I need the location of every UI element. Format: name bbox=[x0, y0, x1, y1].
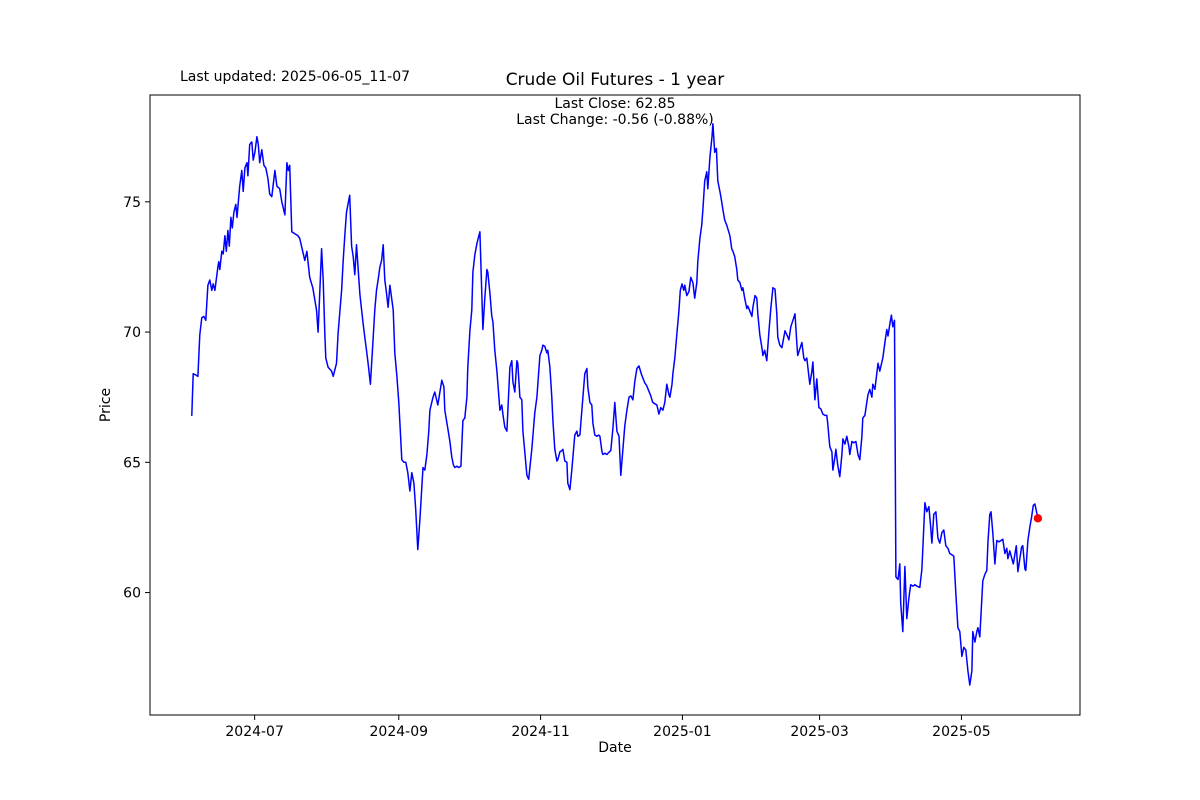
last-close-marker bbox=[1033, 514, 1043, 523]
price-line bbox=[191, 122, 1039, 686]
last-close-annotation: Last Close: 62.85 bbox=[554, 96, 676, 112]
y-tick-label: 60 bbox=[123, 586, 141, 602]
y-tick-label: 65 bbox=[123, 455, 141, 471]
y-tick-label: 70 bbox=[123, 325, 141, 341]
y-tick-label: 75 bbox=[123, 195, 141, 211]
last-updated-annotation: Last updated: 2025-06-05_11-07 bbox=[180, 69, 411, 85]
x-tick-label: 2024-11 bbox=[511, 724, 570, 740]
x-tick-label: 2024-09 bbox=[370, 724, 429, 740]
x-tick-label: 2025-03 bbox=[790, 724, 849, 740]
last-change-annotation: Last Change: -0.56 (-0.88%) bbox=[516, 112, 714, 128]
x-tick-label: 2025-01 bbox=[653, 724, 712, 740]
chart-title: Crude Oil Futures - 1 year bbox=[505, 70, 725, 90]
y-axis-label: Price bbox=[97, 387, 114, 423]
x-tick-label: 2024-07 bbox=[225, 724, 284, 740]
x-axis-label: Date bbox=[598, 740, 632, 756]
x-tick-label: 2025-05 bbox=[932, 724, 991, 740]
axes-frame bbox=[149, 94, 1081, 716]
